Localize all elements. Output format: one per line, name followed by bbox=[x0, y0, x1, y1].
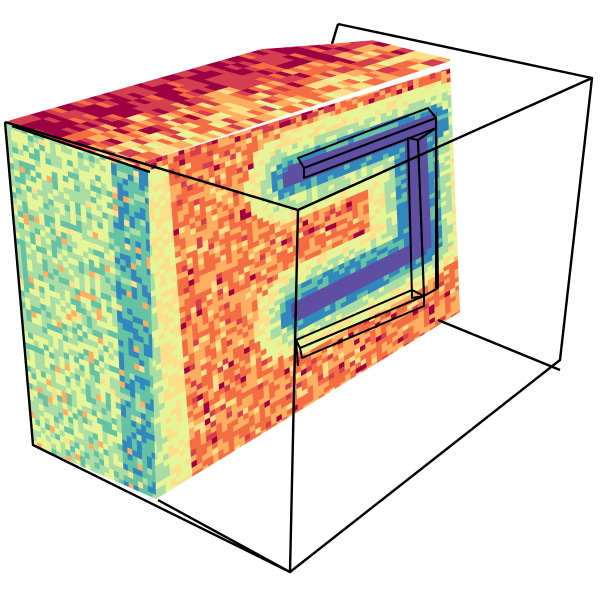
slab-front-face bbox=[5, 122, 156, 499]
bounding-box-back-edges bbox=[330, 22, 593, 80]
voxel-cell bbox=[317, 32, 336, 37]
voxel-cell bbox=[309, 38, 331, 39]
voxel-cell bbox=[283, 40, 305, 47]
voxel-cell bbox=[296, 38, 318, 43]
voxel-cell bbox=[334, 38, 356, 39]
voxel-cell bbox=[302, 38, 324, 41]
voxel-cell bbox=[346, 38, 368, 42]
voxel-cell bbox=[324, 30, 343, 35]
voxel-cell bbox=[328, 38, 350, 41]
voxel-cell bbox=[289, 38, 311, 45]
